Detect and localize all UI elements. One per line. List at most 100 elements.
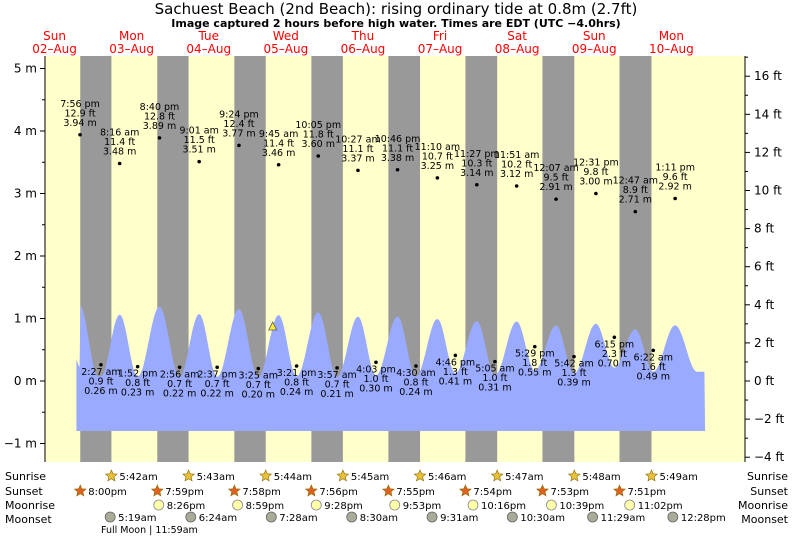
high-point — [673, 196, 677, 201]
high-ft-label: 10.7 ft — [422, 151, 453, 162]
low-point — [335, 366, 339, 370]
sunset-time: 7:53pm — [550, 487, 589, 498]
low-m-label: 0.22 m — [200, 388, 233, 399]
left-tick-label: 0 m — [14, 374, 37, 388]
high-time-label: 9:45 am — [259, 129, 298, 140]
low-m-label: 0.21 m — [320, 389, 353, 400]
high-point — [117, 161, 122, 166]
high-time-label: 7:56 pm — [60, 99, 100, 110]
sunset-row-label-right: Sunset — [750, 485, 788, 498]
right-tick-label: 10 ft — [754, 184, 782, 198]
right-tick-label: 6 ft — [754, 260, 774, 274]
high-m-label: 3.94 m — [63, 118, 96, 129]
day-date: 08–Aug — [495, 42, 540, 56]
high-ft-label: 11.4 ft — [104, 137, 135, 148]
low-ft-label: 0.7 ft — [205, 379, 230, 390]
moonset-icon — [587, 511, 598, 523]
moonset-icon — [104, 511, 116, 523]
right-tick-label: 14 ft — [754, 107, 782, 121]
left-tick-label: 2 m — [14, 249, 37, 263]
low-time-label: 6:15 pm — [595, 339, 635, 350]
left-tick-label: −1 m — [4, 437, 37, 451]
low-ft-label: 1.3 ft — [561, 368, 586, 379]
right-tick-label: 12 ft — [754, 145, 782, 159]
low-m-label: 0.22 m — [163, 388, 196, 399]
low-point — [493, 359, 497, 364]
sunrise-icon — [336, 469, 350, 482]
sunset-icon — [458, 484, 472, 497]
low-m-label: 0.70 m — [598, 358, 631, 369]
high-ft-label: 11.8 ft — [303, 130, 334, 141]
day-date: 04–Aug — [186, 42, 231, 56]
low-ft-label: 1.0 ft — [482, 373, 507, 384]
low-ft-label: 0.7 ft — [246, 380, 271, 391]
chart-title: Sachuest Beach (2nd Beach): rising ordin… — [155, 0, 638, 18]
sunrise-icon — [413, 469, 427, 482]
high-m-label: 3.77 m — [222, 128, 255, 139]
low-time-label: 2:27 am — [81, 367, 120, 378]
high-time-label: 9:24 pm — [219, 109, 259, 120]
low-time-label: 3:25 am — [239, 371, 278, 382]
high-point — [276, 162, 281, 167]
sunset-time: 7:54pm — [473, 487, 512, 498]
right-tick-label: 4 ft — [754, 298, 774, 312]
low-ft-label: 1.0 ft — [363, 374, 388, 385]
tide-area — [76, 306, 706, 431]
low-ft-label: 0.8 ft — [125, 378, 150, 389]
low-m-label: 0.55 m — [518, 368, 551, 379]
moonset-icon — [185, 511, 197, 523]
low-ft-label: 1.6 ft — [641, 362, 666, 373]
day-name: Mon — [659, 29, 684, 43]
day-name: Tue — [198, 29, 220, 43]
low-time-label: 2:56 am — [160, 369, 199, 380]
high-ft-label: 9.8 ft — [583, 167, 608, 178]
sunrise-icon — [490, 469, 504, 482]
high-m-label: 3.25 m — [421, 161, 454, 172]
day-name: Fri — [433, 29, 447, 43]
low-point — [256, 366, 261, 371]
moonrise-time: 9:28pm — [324, 501, 363, 512]
low-time-label: 3:21 pm — [277, 368, 317, 379]
moonrise-time: 10:39pm — [559, 501, 604, 512]
high-time-label: 11:51 am — [494, 150, 539, 161]
moonrise-time: 11:02pm — [638, 501, 683, 512]
moonset-row-label-right: Moonset — [741, 513, 788, 526]
high-point — [157, 136, 162, 140]
high-point — [633, 209, 638, 214]
low-m-label: 0.41 m — [439, 376, 472, 387]
day-name: Thu — [351, 29, 375, 43]
moonset-time: 10:30am — [520, 513, 565, 524]
low-point — [177, 365, 182, 370]
low-time-label: 4:03 pm — [356, 364, 396, 375]
day-name: Sun — [583, 29, 606, 43]
sunset-time: 8:00pm — [88, 487, 127, 498]
right-tick-label: 8 ft — [754, 222, 774, 236]
sunrise-time: 5:44am — [274, 472, 312, 483]
high-time-label: 11:10 am — [415, 142, 460, 153]
low-point — [374, 360, 378, 365]
sunset-time: 7:56pm — [319, 487, 358, 498]
left-tick-label: 5 m — [14, 62, 37, 76]
high-m-label: 2.71 m — [619, 195, 652, 206]
sunrise-time: 5:46am — [428, 472, 466, 483]
low-ft-label: 1.3 ft — [443, 367, 468, 378]
day-date: 10–Aug — [649, 42, 694, 56]
sunrise-icon — [645, 469, 658, 482]
sunrise-time: 5:47am — [505, 472, 543, 483]
low-time-label: 2:37 pm — [197, 369, 237, 380]
low-point — [532, 344, 537, 349]
day-date: 09–Aug — [572, 42, 617, 56]
sunrise-time: 5:42am — [119, 472, 157, 483]
high-ft-label: 11.1 ft — [382, 143, 413, 154]
low-time-label: 4:46 pm — [436, 357, 476, 368]
low-m-label: 0.26 m — [84, 386, 117, 397]
moonset-time: 11:29am — [601, 513, 646, 524]
high-point — [435, 176, 440, 180]
sunset-time: 7:55pm — [396, 487, 435, 498]
chart-subtitle: Image captured 2 hours before high water… — [171, 17, 620, 30]
low-time-label: 5:29 pm — [515, 349, 555, 360]
high-ft-label: 8.9 ft — [623, 185, 648, 196]
moonrise-time: 8:59pm — [246, 501, 285, 512]
sunrise-time: 5:43am — [197, 472, 235, 483]
